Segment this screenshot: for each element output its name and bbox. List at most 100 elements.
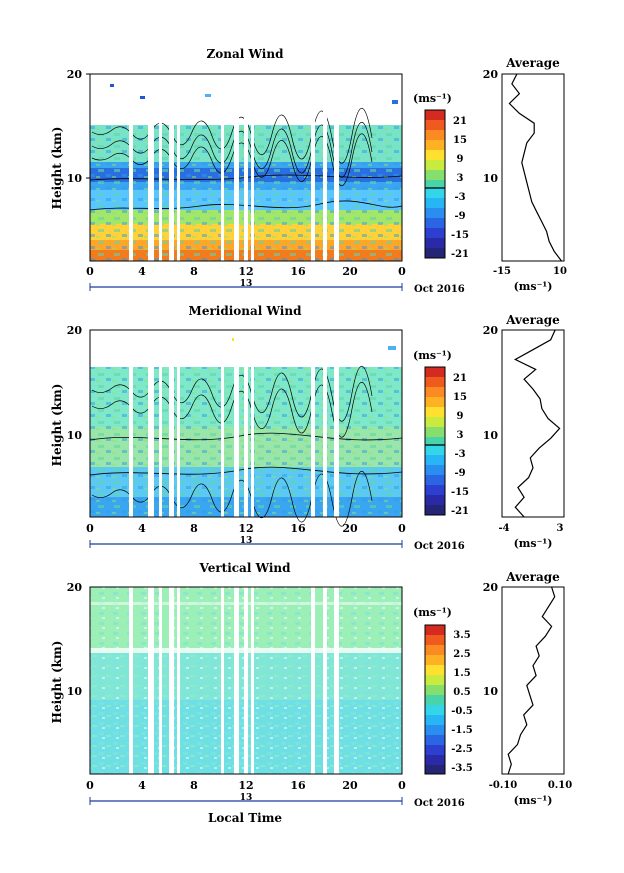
meridional-cb-tick: -9 xyxy=(454,468,465,479)
meridional-xtick-4: 4 xyxy=(138,522,146,535)
vertical-xtick-0: 0 xyxy=(86,779,94,792)
meridional-heatmap xyxy=(89,330,403,527)
vertical-cb-tick: -3.5 xyxy=(451,763,473,774)
zonal-cb-tick: 15 xyxy=(453,135,467,146)
zonal-cb-tick: -15 xyxy=(451,230,469,241)
zonal-xtick-16: 16 xyxy=(290,265,306,278)
meridional-profile-ytick-10: 10 xyxy=(483,429,499,442)
meridional-plot-frame xyxy=(89,329,403,518)
vertical-cb-tick: 2.5 xyxy=(453,649,470,660)
vertical-colorbar-ticks: 3.5 2.5 1.5 0.5 -0.5 -1.5 -2.5 -3.5 xyxy=(451,630,473,774)
zonal-cb-tick: -9 xyxy=(454,211,465,222)
meridional-xtick-8: 8 xyxy=(190,522,198,535)
vertical-ylabel: Height (km) xyxy=(50,641,64,724)
meridional-xticks: 0 4 8 12 16 20 0 xyxy=(86,522,406,535)
zonal-ytick-10: 10 xyxy=(67,172,83,185)
vertical-xtick-24: 0 xyxy=(398,779,406,792)
vertical-cb-tick: 0.5 xyxy=(453,687,470,698)
zonal-xtick-8: 8 xyxy=(190,265,198,278)
vertical-panel: Vertical Wind 10 20 Height (km) 0 xyxy=(50,561,572,825)
zonal-panel: Zonal Wind xyxy=(50,47,567,295)
vertical-xtick-4: 4 xyxy=(138,779,146,792)
meridional-xtick-24: 0 xyxy=(398,522,406,535)
meridional-ytick-20: 20 xyxy=(67,324,83,337)
zonal-profile-line xyxy=(508,73,562,262)
meridional-cb-tick: 3 xyxy=(457,430,464,441)
zonal-profile-xtick-min: -15 xyxy=(493,266,511,277)
meridional-colorbar-unit: (ms⁻¹) xyxy=(413,349,452,362)
vertical-title: Vertical Wind xyxy=(198,561,291,575)
meridional-title: Meridional Wind xyxy=(189,304,303,318)
vertical-cb-tick: -2.5 xyxy=(451,744,473,755)
vertical-date-bar: 13 Oct 2016 xyxy=(89,793,465,809)
meridional-cb-tick: -15 xyxy=(451,487,469,498)
meridional-xtick-12: 12 xyxy=(238,522,253,535)
zonal-profile-ytick-20: 20 xyxy=(483,68,499,81)
vertical-profile-xlabel: (ms⁻¹) xyxy=(514,794,553,807)
vertical-colorbar-unit: (ms⁻¹) xyxy=(413,606,452,619)
zonal-xtick-12: 12 xyxy=(238,265,253,278)
zonal-date-bar: 13 Oct 2016 xyxy=(89,279,465,295)
zonal-day-label: 13 xyxy=(240,279,253,289)
meridional-date-label: Oct 2016 xyxy=(414,541,465,552)
vertical-profile-xtick-max: 0.10 xyxy=(548,780,572,791)
vertical-plot-frame xyxy=(89,586,403,775)
meridional-date-bar: 13 Oct 2016 xyxy=(89,536,465,552)
vertical-cb-tick: -1.5 xyxy=(451,725,473,736)
meridional-ylabel: Height (km) xyxy=(50,384,64,467)
vertical-heatmap xyxy=(90,587,402,774)
vertical-date-label: Oct 2016 xyxy=(414,798,465,809)
meridional-cb-tick: 21 xyxy=(453,373,467,384)
zonal-colorbar xyxy=(424,109,446,259)
zonal-profile-ytick-10: 10 xyxy=(483,172,499,185)
meridional-profile-frame xyxy=(501,329,565,518)
zonal-colorbar-ticks: 21 15 9 3 -3 -9 -15 -21 xyxy=(451,116,469,260)
vertical-colorbar xyxy=(424,624,446,775)
zonal-xtick-4: 4 xyxy=(138,265,146,278)
meridional-colorbar-ticks: 21 15 9 3 -3 -9 -15 -21 xyxy=(451,373,469,517)
zonal-xtick-20: 20 xyxy=(342,265,358,278)
zonal-title: Zonal Wind xyxy=(207,47,285,61)
zonal-profile-frame xyxy=(501,73,565,262)
vertical-day-label: 13 xyxy=(240,793,253,803)
meridional-profile-xlabel: (ms⁻¹) xyxy=(514,537,553,550)
zonal-profile-xlabel: (ms⁻¹) xyxy=(514,280,553,293)
zonal-xtick-0: 0 xyxy=(86,265,94,278)
meridional-profile-line xyxy=(513,329,561,518)
zonal-cb-tick: 3 xyxy=(457,173,464,184)
zonal-heatmap xyxy=(89,74,403,261)
vertical-xticks: 0 4 8 12 16 20 0 xyxy=(86,779,406,792)
meridional-cb-tick: -21 xyxy=(451,506,469,517)
zonal-xticks: 0 4 8 12 16 20 0 xyxy=(86,265,406,278)
zonal-cb-tick: 21 xyxy=(453,116,467,127)
meridional-ytick-10: 10 xyxy=(67,429,83,442)
meridional-profile-xtick-min: -4 xyxy=(498,523,509,534)
vertical-profile-line xyxy=(507,586,556,775)
meridional-profile-ytick-20: 20 xyxy=(483,324,499,337)
zonal-profile-title: Average xyxy=(505,56,560,70)
vertical-profile-frame xyxy=(501,586,565,775)
vertical-profile-ytick-10: 10 xyxy=(483,685,499,698)
vertical-cb-tick: -0.5 xyxy=(451,706,473,717)
zonal-profile-xtick-max: 10 xyxy=(553,266,567,277)
vertical-xlabel: Local Time xyxy=(208,811,282,825)
meridional-colorbar xyxy=(424,366,446,516)
meridional-xtick-16: 16 xyxy=(290,522,306,535)
meridional-profile-title: Average xyxy=(505,313,560,327)
zonal-plot-frame xyxy=(89,73,403,262)
meridional-panel: Meridional Wind xyxy=(50,304,565,552)
vertical-xtick-16: 16 xyxy=(290,779,306,792)
meridional-profile-xtick-max: 3 xyxy=(557,523,564,534)
meridional-cb-tick: 9 xyxy=(457,411,464,422)
zonal-colorbar-unit: (ms⁻¹) xyxy=(413,92,452,105)
vertical-cb-tick: 3.5 xyxy=(453,630,470,641)
zonal-xtick-24: 0 xyxy=(398,265,406,278)
vertical-xtick-12: 12 xyxy=(238,779,253,792)
meridional-cb-tick: -3 xyxy=(454,449,465,460)
zonal-cb-tick: -3 xyxy=(454,192,465,203)
vertical-profile-title: Average xyxy=(505,570,560,584)
vertical-ytick-20: 20 xyxy=(67,581,83,594)
meridional-xtick-0: 0 xyxy=(86,522,94,535)
meridional-day-label: 13 xyxy=(240,536,253,546)
